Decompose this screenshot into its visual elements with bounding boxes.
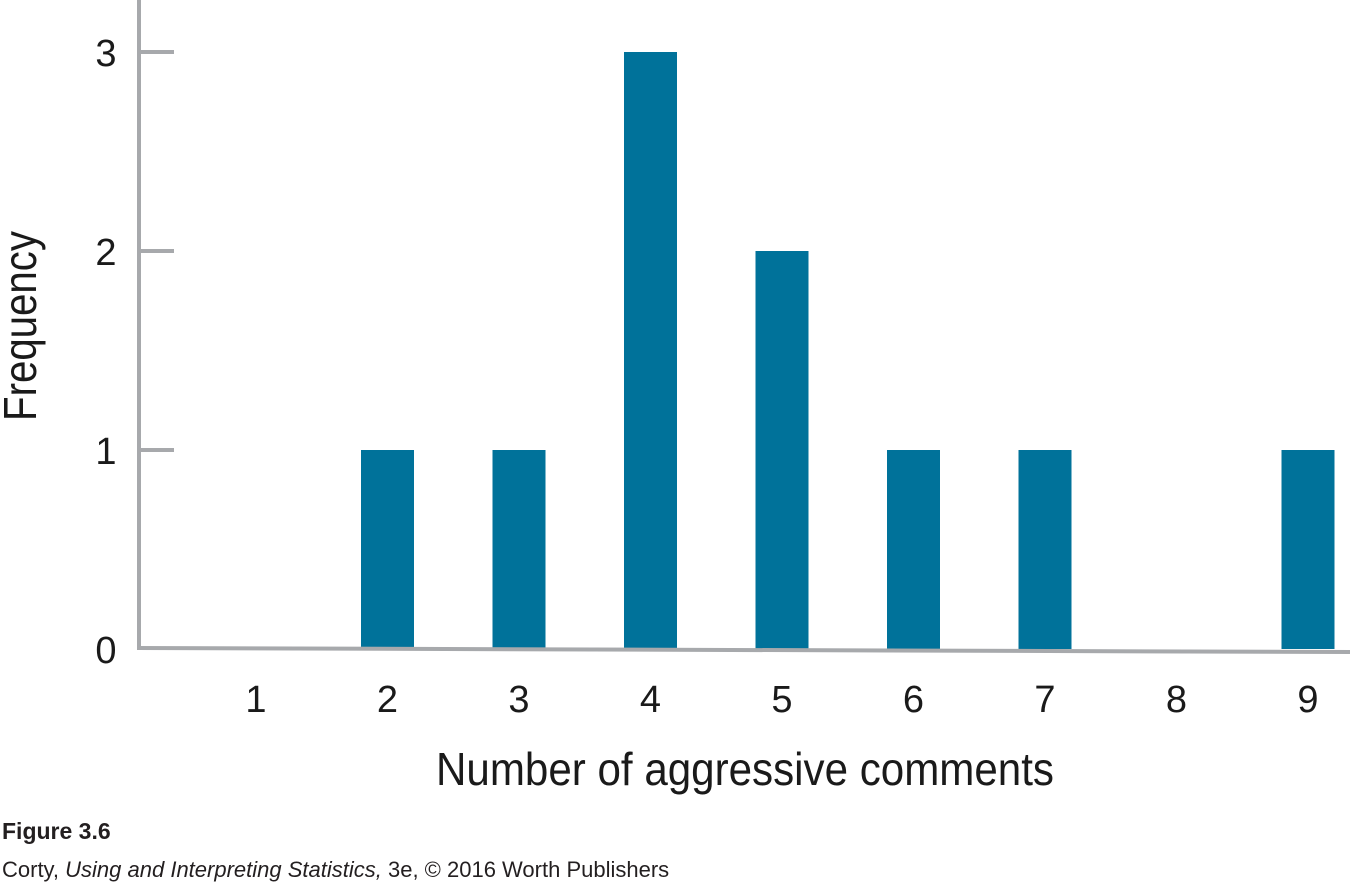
figure-credit: Corty, Using and Interpreting Statistics…: [2, 857, 669, 883]
x-tick-label-8: 8: [1166, 679, 1187, 721]
bar-5: [755, 251, 809, 649]
y-axis-tick-labels: 0 1 2 3: [95, 33, 116, 672]
x-tick-label-9: 9: [1297, 679, 1318, 721]
x-axis-tick-labels: 1 2 3 4 5 6 7 8 9: [245, 679, 1318, 721]
x-tick-label-4: 4: [640, 679, 661, 721]
x-tick-label-7: 7: [1034, 679, 1055, 721]
credit-title: Using and Interpreting Statistics,: [65, 857, 382, 882]
credit-rest: 3e, © 2016 Worth Publishers: [381, 857, 670, 882]
y-axis-ticks: [139, 50, 174, 452]
x-axis-title: Number of aggressive comments: [436, 743, 1054, 795]
x-axis-line: [136, 646, 1350, 654]
y-axis-title: Frequency: [0, 231, 46, 421]
credit-author: Corty,: [2, 857, 66, 882]
y-tick-label-1: 1: [95, 431, 116, 473]
x-tick-label-6: 6: [903, 679, 924, 721]
x-tick-label-3: 3: [508, 679, 529, 721]
bar-3: [492, 450, 546, 649]
bars: [361, 52, 1335, 649]
bar-6: [887, 450, 940, 649]
x-tick-label-1: 1: [245, 679, 266, 721]
y-tick-label-0: 0: [95, 630, 116, 672]
bar-chart: 1 2 3 4 5 6 7 8 9 0 1 2 3 Number of aggressive comm…: [0, 0, 1350, 795]
bar-4: [624, 52, 677, 649]
figure-label: Figure 3.6: [2, 818, 111, 844]
bar-2: [361, 450, 414, 649]
x-tick-label-2: 2: [377, 679, 398, 721]
y-tick-label-3: 3: [95, 33, 116, 75]
bar-9: [1281, 450, 1335, 649]
y-tick-label-2: 2: [95, 232, 116, 274]
x-tick-label-5: 5: [771, 679, 792, 721]
bar-7: [1018, 450, 1072, 649]
